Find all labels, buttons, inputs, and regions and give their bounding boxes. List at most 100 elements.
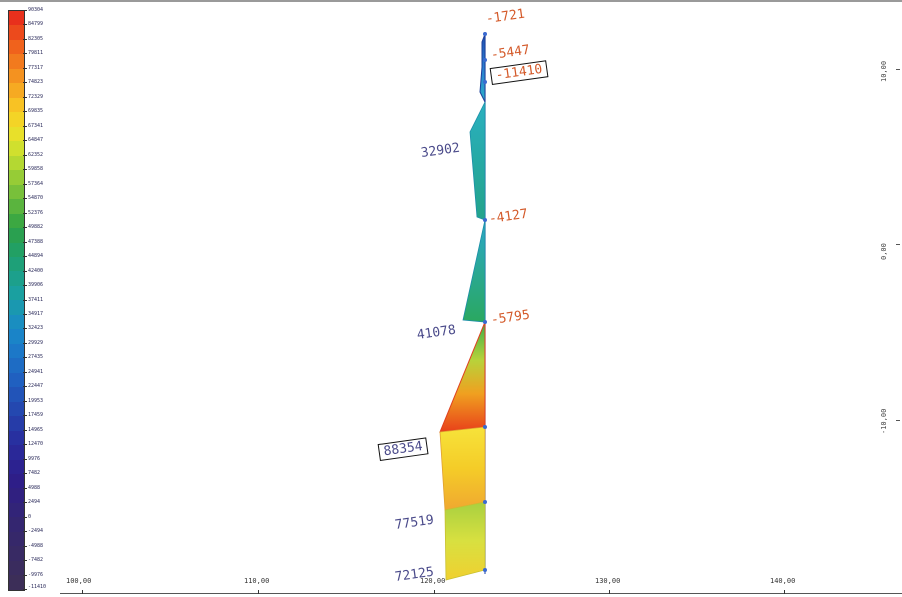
segment-5 xyxy=(439,426,486,511)
legend-label: 72329 xyxy=(28,93,44,100)
color-legend: 90304 84799 82305 79811 77317 74823 72329 69835… xyxy=(6,7,58,594)
legend-swatch xyxy=(9,54,24,69)
x-tick xyxy=(82,590,83,594)
legend-swatch xyxy=(9,184,24,200)
legend-tick xyxy=(23,516,27,518)
node[interactable] xyxy=(483,568,487,572)
y-tick xyxy=(896,244,900,245)
x-tick-label: 110,00 xyxy=(244,577,270,585)
legend-label: 47388 xyxy=(28,238,44,245)
legend-tick xyxy=(23,285,27,287)
legend-tick xyxy=(23,270,27,272)
legend-label: 22447 xyxy=(28,383,44,390)
legend-tick xyxy=(23,169,27,171)
legend-tick xyxy=(23,111,27,113)
legend-tick xyxy=(23,227,27,229)
legend-label: -7482 xyxy=(28,557,44,564)
legend-tick xyxy=(23,96,27,98)
y-tick xyxy=(896,420,900,421)
legend-label: 77317 xyxy=(28,64,44,71)
legend-tick xyxy=(23,458,27,460)
segment-2 xyxy=(469,101,486,221)
legend-label: -2494 xyxy=(28,528,44,535)
legend-swatch xyxy=(9,387,24,402)
legend-swatch xyxy=(9,517,24,532)
legend-label: 0 xyxy=(28,513,32,520)
x-tick-label: 120,00 xyxy=(420,577,446,585)
legend-label: 44894 xyxy=(28,253,44,260)
legend-label: 59858 xyxy=(28,166,44,173)
node[interactable] xyxy=(483,80,487,84)
legend-label: 62352 xyxy=(28,151,44,158)
legend-label: 39906 xyxy=(28,282,44,289)
legend-swatch xyxy=(9,68,24,84)
legend-label: 57364 xyxy=(28,180,44,187)
legend-tick xyxy=(23,357,27,359)
legend-tick xyxy=(23,560,27,562)
legend-swatch xyxy=(9,25,24,40)
legend-tick xyxy=(23,256,27,258)
legend-swatch xyxy=(9,199,24,214)
legend-tick xyxy=(23,371,27,373)
legend-swatch xyxy=(9,358,24,373)
x-axis xyxy=(60,593,902,594)
legend-swatch xyxy=(9,11,24,26)
node[interactable] xyxy=(483,58,487,62)
node[interactable] xyxy=(483,320,487,324)
legend-swatch xyxy=(9,285,24,301)
x-tick-label: 100,00 xyxy=(66,577,92,585)
legend-label: 90304 xyxy=(28,7,44,13)
y-tick-label: -10,00 xyxy=(880,408,888,434)
legend-swatch xyxy=(9,546,24,561)
legend-swatch xyxy=(9,488,24,503)
legend-swatch xyxy=(9,531,24,547)
legend-swatch xyxy=(9,474,24,489)
legend-swatch xyxy=(9,343,24,359)
legend-label: 64847 xyxy=(28,137,44,144)
node[interactable] xyxy=(483,32,487,36)
legend-tick xyxy=(23,386,27,388)
legend-label: -4988 xyxy=(28,542,44,549)
legend-tick xyxy=(23,53,27,55)
legend-tick xyxy=(23,82,27,84)
y-tick-label: 10,00 xyxy=(880,60,888,82)
legend-tick xyxy=(23,545,27,547)
legend-swatch xyxy=(9,445,24,460)
legend-tick xyxy=(23,574,27,576)
node[interactable] xyxy=(483,218,487,222)
segment-1 xyxy=(479,33,486,103)
legend-tick xyxy=(23,328,27,330)
segment-3 xyxy=(462,219,486,323)
legend-tick xyxy=(23,183,27,185)
legend-label: 2494 xyxy=(28,499,41,506)
legend-label: -9976 xyxy=(28,571,44,578)
legend-label: 32423 xyxy=(28,325,44,332)
x-tick xyxy=(784,590,785,594)
legend-swatch xyxy=(9,372,24,388)
legend-color-bar xyxy=(8,10,25,591)
x-tick-label: 130,00 xyxy=(595,577,621,585)
legend-label: 37411 xyxy=(28,296,44,303)
legend-label: 17459 xyxy=(28,412,44,419)
node[interactable] xyxy=(483,425,487,429)
node[interactable] xyxy=(483,500,487,504)
legend-label: 69835 xyxy=(28,108,44,115)
legend-label: 19953 xyxy=(28,397,44,404)
legend-swatch xyxy=(9,416,24,431)
legend-swatch xyxy=(9,271,24,286)
legend-label: 27435 xyxy=(28,354,44,361)
legend-label: 12470 xyxy=(28,441,44,448)
legend-label: 34917 xyxy=(28,310,44,317)
x-tick-label: 140,00 xyxy=(770,577,796,585)
legend-swatch xyxy=(9,300,24,315)
x-tick xyxy=(258,590,259,594)
legend-swatch xyxy=(9,430,24,446)
legend-swatch xyxy=(9,141,24,156)
legend-swatch xyxy=(9,126,24,142)
y-tick-label: 0,00 xyxy=(880,243,888,260)
legend-swatch xyxy=(9,39,24,55)
legend-tick xyxy=(23,473,27,475)
